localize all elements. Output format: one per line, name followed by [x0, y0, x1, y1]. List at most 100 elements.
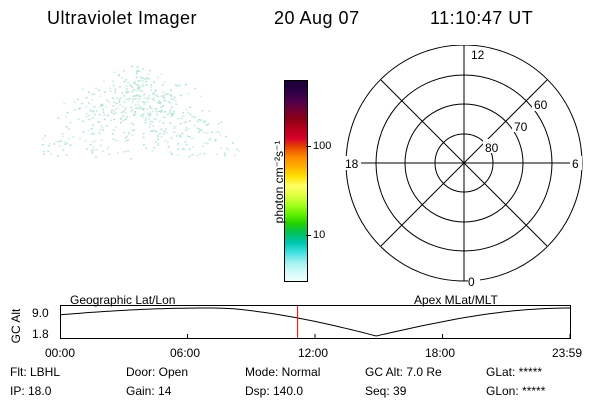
uv-speckle	[84, 140, 87, 142]
uv-speckle	[99, 121, 102, 123]
uv-speckle	[158, 120, 161, 122]
uv-speckle	[116, 107, 119, 110]
uv-speckle	[131, 109, 134, 111]
uv-speckle	[158, 100, 160, 103]
uv-speckle	[66, 142, 69, 145]
uv-speckle	[161, 91, 164, 93]
ip-info: IP: 18.0	[10, 384, 52, 398]
uv-speckle	[172, 112, 175, 115]
uv-speckle	[134, 95, 137, 97]
uv-speckle	[107, 113, 110, 116]
uv-speckle	[169, 110, 172, 113]
uv-speckle	[130, 158, 133, 160]
uv-speckle	[96, 110, 98, 112]
uv-speckle	[191, 154, 194, 156]
uv-speckle	[142, 83, 145, 85]
glat-info: GLat: *****	[486, 365, 543, 379]
uv-speckle	[95, 149, 98, 151]
uv-speckle	[157, 95, 159, 97]
uv-speckle	[101, 105, 104, 107]
uv-speckle	[125, 140, 127, 142]
uv-speckle	[69, 144, 72, 146]
uv-speckle	[154, 118, 157, 121]
uv-speckle	[127, 150, 130, 153]
uv-speckle	[165, 128, 168, 130]
uv-speckle	[131, 101, 134, 103]
timeline-plot	[60, 305, 571, 339]
uv-speckle	[93, 113, 96, 116]
uv-speckle	[112, 84, 115, 87]
xtick-0000: 00:00	[45, 346, 76, 360]
uv-speckle	[116, 97, 119, 99]
uv-speckle	[65, 154, 68, 156]
uv-speckle	[125, 79, 128, 81]
uv-speckle	[169, 89, 172, 91]
uv-speckle	[171, 106, 173, 108]
uv-speckle	[122, 110, 125, 113]
uv-speckle	[82, 131, 85, 133]
timeline-left-title: Geographic Lat/Lon	[70, 293, 176, 307]
uv-speckle	[142, 144, 145, 146]
uv-speckle	[87, 129, 90, 132]
uv-speckle	[121, 112, 124, 114]
uv-speckle	[147, 78, 150, 80]
uv-speckle	[142, 94, 145, 97]
uv-speckle	[98, 89, 101, 91]
polar-ring-label-70: 70	[514, 120, 528, 134]
uv-speckle	[113, 138, 116, 141]
uv-speckle	[139, 106, 142, 109]
uv-speckle	[135, 107, 138, 110]
uv-speckle	[131, 86, 134, 89]
uv-speckle	[120, 121, 122, 124]
uv-speckle	[149, 86, 152, 89]
uv-speckle	[125, 98, 128, 100]
uv-speckle	[44, 135, 47, 137]
uv-speckle	[137, 104, 140, 106]
uv-speckle	[132, 95, 135, 97]
uv-speckle	[113, 118, 116, 121]
uv-speckle	[109, 87, 112, 89]
uv-speckle	[134, 113, 137, 115]
xtick-1200: 12:00	[298, 346, 329, 360]
uv-speckle	[203, 120, 206, 122]
uv-speckle	[122, 70, 125, 72]
uv-speckle	[169, 94, 172, 96]
timeline-right-title: Apex MLat/MLT	[414, 293, 498, 307]
uv-speckle	[186, 135, 189, 137]
colorbar-tick-100: 100	[313, 140, 332, 152]
uv-speckle	[107, 146, 110, 148]
uv-speckle	[85, 97, 88, 99]
uv-speckle	[135, 84, 138, 86]
uv-speckle	[129, 84, 132, 87]
uv-speckle	[106, 115, 109, 117]
uv-image-speckles	[42, 65, 241, 160]
uv-speckle	[224, 135, 227, 138]
uv-speckle	[125, 85, 128, 87]
uv-speckle	[108, 101, 111, 103]
uv-speckle	[169, 109, 172, 111]
uv-speckle	[154, 89, 157, 92]
timeline-ytick-top: 9.0	[32, 306, 49, 320]
uv-speckle	[60, 140, 62, 142]
uv-speckle	[115, 102, 118, 105]
uv-speckle	[77, 108, 80, 110]
uv-speckle	[119, 97, 122, 99]
uv-speckle	[136, 65, 139, 68]
uv-speckle	[128, 131, 130, 133]
uv-speckle	[113, 101, 116, 104]
uv-speckle	[144, 121, 147, 124]
uv-speckle	[120, 116, 123, 119]
uv-speckle	[150, 89, 153, 91]
uv-speckle	[174, 100, 177, 102]
uv-speckle	[149, 120, 152, 123]
uv-speckle	[152, 125, 155, 127]
uv-speckle	[154, 141, 157, 143]
uv-speckle	[177, 143, 179, 145]
uv-speckle	[167, 146, 170, 148]
uv-speckle	[151, 107, 153, 109]
uv-speckle	[184, 129, 187, 131]
uv-speckle	[140, 108, 143, 110]
uv-speckle	[123, 131, 126, 134]
uv-speckle	[175, 135, 178, 137]
uv-speckle	[123, 80, 126, 83]
